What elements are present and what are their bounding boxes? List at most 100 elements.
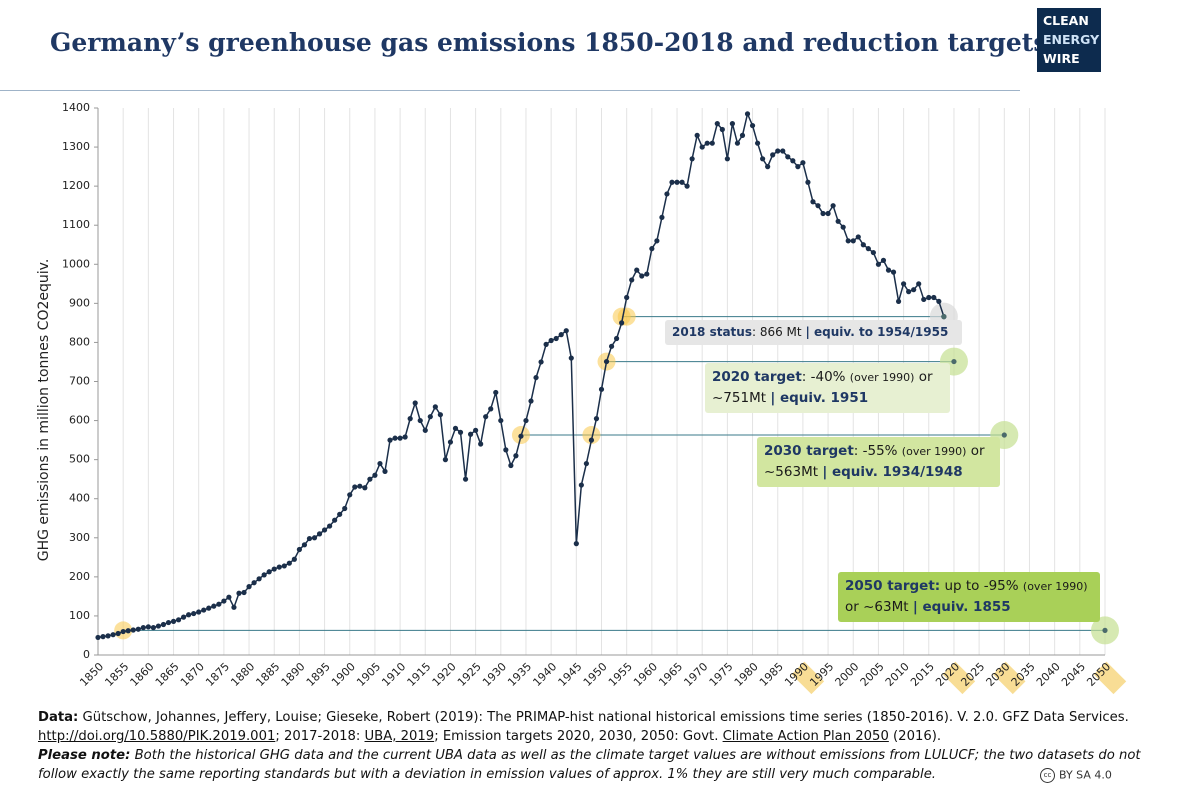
note: Please note: Both the historical GHG dat…: [38, 746, 1168, 784]
y-tick-label: 1300: [62, 140, 90, 153]
data-point: [211, 603, 217, 609]
data-point: [825, 210, 831, 217]
header-rule: [0, 90, 1020, 91]
data-point: [493, 389, 499, 396]
data-point: [276, 564, 282, 570]
y-tick-label: 800: [69, 335, 90, 348]
tick-highlight: [992, 661, 1026, 695]
y-tick-label: 500: [69, 453, 90, 466]
data-point: [337, 511, 343, 517]
data-point: [457, 429, 464, 435]
data-point: [523, 417, 529, 424]
data-point: [553, 335, 559, 342]
x-tick-label: 1980: [732, 660, 761, 689]
source-text: Climate Action Plan 2050: [722, 729, 889, 744]
data-point: [382, 468, 388, 474]
data-point: [180, 614, 187, 620]
data-point: [709, 140, 715, 146]
data-point: [286, 560, 292, 566]
data-point: [160, 621, 167, 628]
footer: Data: Gütschow, Johannes, Jeffery, Louis…: [38, 708, 1168, 784]
target-point: [1001, 432, 1007, 438]
data-point: [754, 140, 761, 146]
data-point: [800, 160, 806, 166]
data-point: [614, 335, 620, 342]
data-point: [452, 425, 459, 431]
x-tick-label: 1985: [757, 660, 786, 689]
data-point: [397, 435, 403, 441]
data-point: [321, 527, 328, 533]
data-point: [175, 617, 182, 623]
data-point: [639, 273, 645, 279]
data-point: [498, 417, 504, 424]
data-point: [462, 476, 469, 482]
data-point: [790, 158, 796, 164]
data-point: [568, 355, 574, 361]
data-point: [206, 605, 212, 611]
y-tick-label: 400: [69, 492, 90, 505]
data-point: [150, 625, 156, 631]
annotation-text: or ~751Mt: [712, 369, 933, 406]
annotation-text: up to -95%: [940, 578, 1023, 594]
source-text: http://doi.org/10.5880/PIK.2019.001: [38, 729, 276, 744]
annotation-text: (over 1990): [849, 371, 915, 384]
x-tick-label: 1890: [279, 660, 308, 689]
data-point: [508, 462, 514, 469]
data-point: [860, 242, 866, 248]
x-tick-label: 1870: [178, 660, 207, 689]
annotation-text: | equiv. 1934/1948: [822, 464, 963, 480]
data-point: [533, 374, 539, 381]
y-tick-label: 100: [69, 609, 90, 622]
data-point: [392, 435, 398, 441]
data-point: [739, 132, 746, 138]
data-point: [845, 238, 851, 244]
data-point: [906, 289, 912, 295]
y-tick-label: 1100: [62, 218, 90, 231]
data-point: [241, 589, 247, 596]
x-tick-label: 1915: [405, 660, 434, 689]
annotation: 2050 target: up to -95% (over 1990) or ~…: [838, 572, 1100, 622]
data-point: [170, 618, 177, 624]
data-point: [699, 144, 705, 150]
data-point: [890, 269, 897, 275]
annotation-text: : -55%: [853, 443, 902, 459]
data-point: [483, 414, 489, 420]
annotation-text: | equiv. to 1954/1955: [805, 325, 949, 339]
data-point: [719, 126, 725, 133]
data-point: [342, 505, 348, 512]
annotation: 2020 target: -40% (over 1990) or ~751Mt …: [705, 363, 950, 413]
annotation-text: (over 1990): [1022, 580, 1088, 593]
data-point: [478, 441, 484, 447]
data-point: [347, 492, 353, 498]
data-point: [130, 627, 136, 633]
title: Germany’s greenhouse gas emissions 1850-…: [50, 28, 1048, 57]
data-point: [513, 453, 519, 459]
data-point: [407, 416, 413, 422]
data-point: [880, 257, 887, 263]
data-point: [528, 398, 534, 404]
data-point: [503, 447, 509, 453]
data-point: [105, 633, 111, 639]
data-point: [578, 482, 584, 488]
data-point: [674, 179, 680, 185]
source-text: UBA, 2019: [364, 729, 435, 744]
data-point: [765, 164, 771, 170]
data-point: [598, 386, 605, 392]
data-point: [865, 246, 871, 252]
data-point: [885, 267, 892, 273]
data-point: [875, 261, 882, 267]
y-tick-label: 700: [69, 375, 90, 388]
target-point: [1102, 627, 1108, 633]
data-point: [916, 281, 922, 287]
x-tick-label: 2045: [1059, 660, 1088, 689]
x-tick-label: 1905: [354, 660, 383, 689]
data-point: [810, 199, 816, 205]
data-point: [447, 439, 454, 445]
data-point: [311, 535, 318, 541]
data-point: [664, 191, 670, 197]
data-point: [760, 156, 766, 162]
x-tick-label: 1960: [631, 660, 660, 689]
x-tick-label: 1940: [530, 660, 559, 689]
